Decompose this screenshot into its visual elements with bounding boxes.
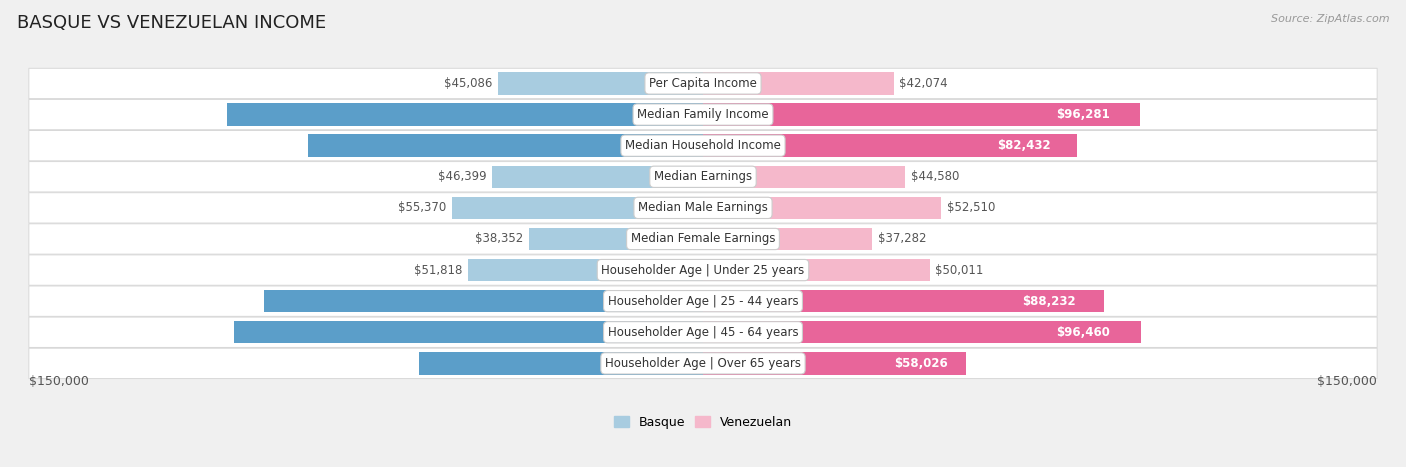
- Bar: [451, 197, 703, 219]
- Text: Householder Age | 45 - 64 years: Householder Age | 45 - 64 years: [607, 326, 799, 339]
- Text: $88,232: $88,232: [1022, 295, 1076, 308]
- Text: $45,086: $45,086: [444, 77, 494, 90]
- Bar: [703, 228, 872, 250]
- FancyBboxPatch shape: [30, 255, 1376, 285]
- Bar: [703, 197, 942, 219]
- Text: $96,709: $96,709: [672, 295, 725, 308]
- FancyBboxPatch shape: [30, 348, 1376, 379]
- Text: $103,387: $103,387: [671, 326, 731, 339]
- Text: Median Household Income: Median Household Income: [626, 139, 780, 152]
- Text: Median Male Earnings: Median Male Earnings: [638, 201, 768, 214]
- Bar: [419, 352, 703, 375]
- FancyBboxPatch shape: [30, 224, 1376, 254]
- Text: $150,000: $150,000: [30, 375, 89, 388]
- Text: $50,011: $50,011: [935, 263, 984, 276]
- Text: Householder Age | Over 65 years: Householder Age | Over 65 years: [605, 357, 801, 370]
- Text: $51,818: $51,818: [413, 263, 463, 276]
- Text: Source: ZipAtlas.com: Source: ZipAtlas.com: [1271, 14, 1389, 24]
- Bar: [703, 290, 1104, 312]
- FancyBboxPatch shape: [30, 68, 1376, 99]
- Bar: [703, 103, 1140, 126]
- Text: $62,653: $62,653: [683, 357, 737, 370]
- Text: $104,760: $104,760: [669, 108, 731, 121]
- FancyBboxPatch shape: [30, 317, 1376, 347]
- Bar: [468, 259, 703, 281]
- Text: $42,074: $42,074: [900, 77, 948, 90]
- Bar: [703, 166, 905, 188]
- Text: $46,399: $46,399: [439, 170, 486, 183]
- Bar: [703, 72, 894, 95]
- Bar: [233, 321, 703, 343]
- FancyBboxPatch shape: [30, 286, 1376, 316]
- Bar: [703, 259, 929, 281]
- Text: $87,001: $87,001: [675, 139, 728, 152]
- FancyBboxPatch shape: [30, 130, 1376, 161]
- Text: Householder Age | Under 25 years: Householder Age | Under 25 years: [602, 263, 804, 276]
- Text: $96,281: $96,281: [1056, 108, 1109, 121]
- Text: $44,580: $44,580: [911, 170, 959, 183]
- Text: $37,282: $37,282: [877, 233, 927, 246]
- Text: $96,460: $96,460: [1056, 326, 1111, 339]
- Text: $58,026: $58,026: [894, 357, 948, 370]
- Text: $82,432: $82,432: [997, 139, 1052, 152]
- Bar: [703, 352, 966, 375]
- FancyBboxPatch shape: [30, 99, 1376, 130]
- Bar: [703, 321, 1140, 343]
- Bar: [228, 103, 703, 126]
- Text: Householder Age | 25 - 44 years: Householder Age | 25 - 44 years: [607, 295, 799, 308]
- Bar: [308, 134, 703, 157]
- Text: $55,370: $55,370: [398, 201, 446, 214]
- Text: $52,510: $52,510: [946, 201, 995, 214]
- Text: Per Capita Income: Per Capita Income: [650, 77, 756, 90]
- FancyBboxPatch shape: [30, 193, 1376, 223]
- Bar: [492, 166, 703, 188]
- FancyBboxPatch shape: [30, 162, 1376, 192]
- Text: Median Female Earnings: Median Female Earnings: [631, 233, 775, 246]
- Bar: [264, 290, 703, 312]
- Text: $38,352: $38,352: [475, 233, 523, 246]
- Text: $150,000: $150,000: [1317, 375, 1376, 388]
- Text: BASQUE VS VENEZUELAN INCOME: BASQUE VS VENEZUELAN INCOME: [17, 14, 326, 32]
- Legend: Basque, Venezuelan: Basque, Venezuelan: [609, 411, 797, 434]
- Bar: [498, 72, 703, 95]
- Bar: [529, 228, 703, 250]
- Bar: [703, 134, 1077, 157]
- Text: Median Family Income: Median Family Income: [637, 108, 769, 121]
- Text: Median Earnings: Median Earnings: [654, 170, 752, 183]
